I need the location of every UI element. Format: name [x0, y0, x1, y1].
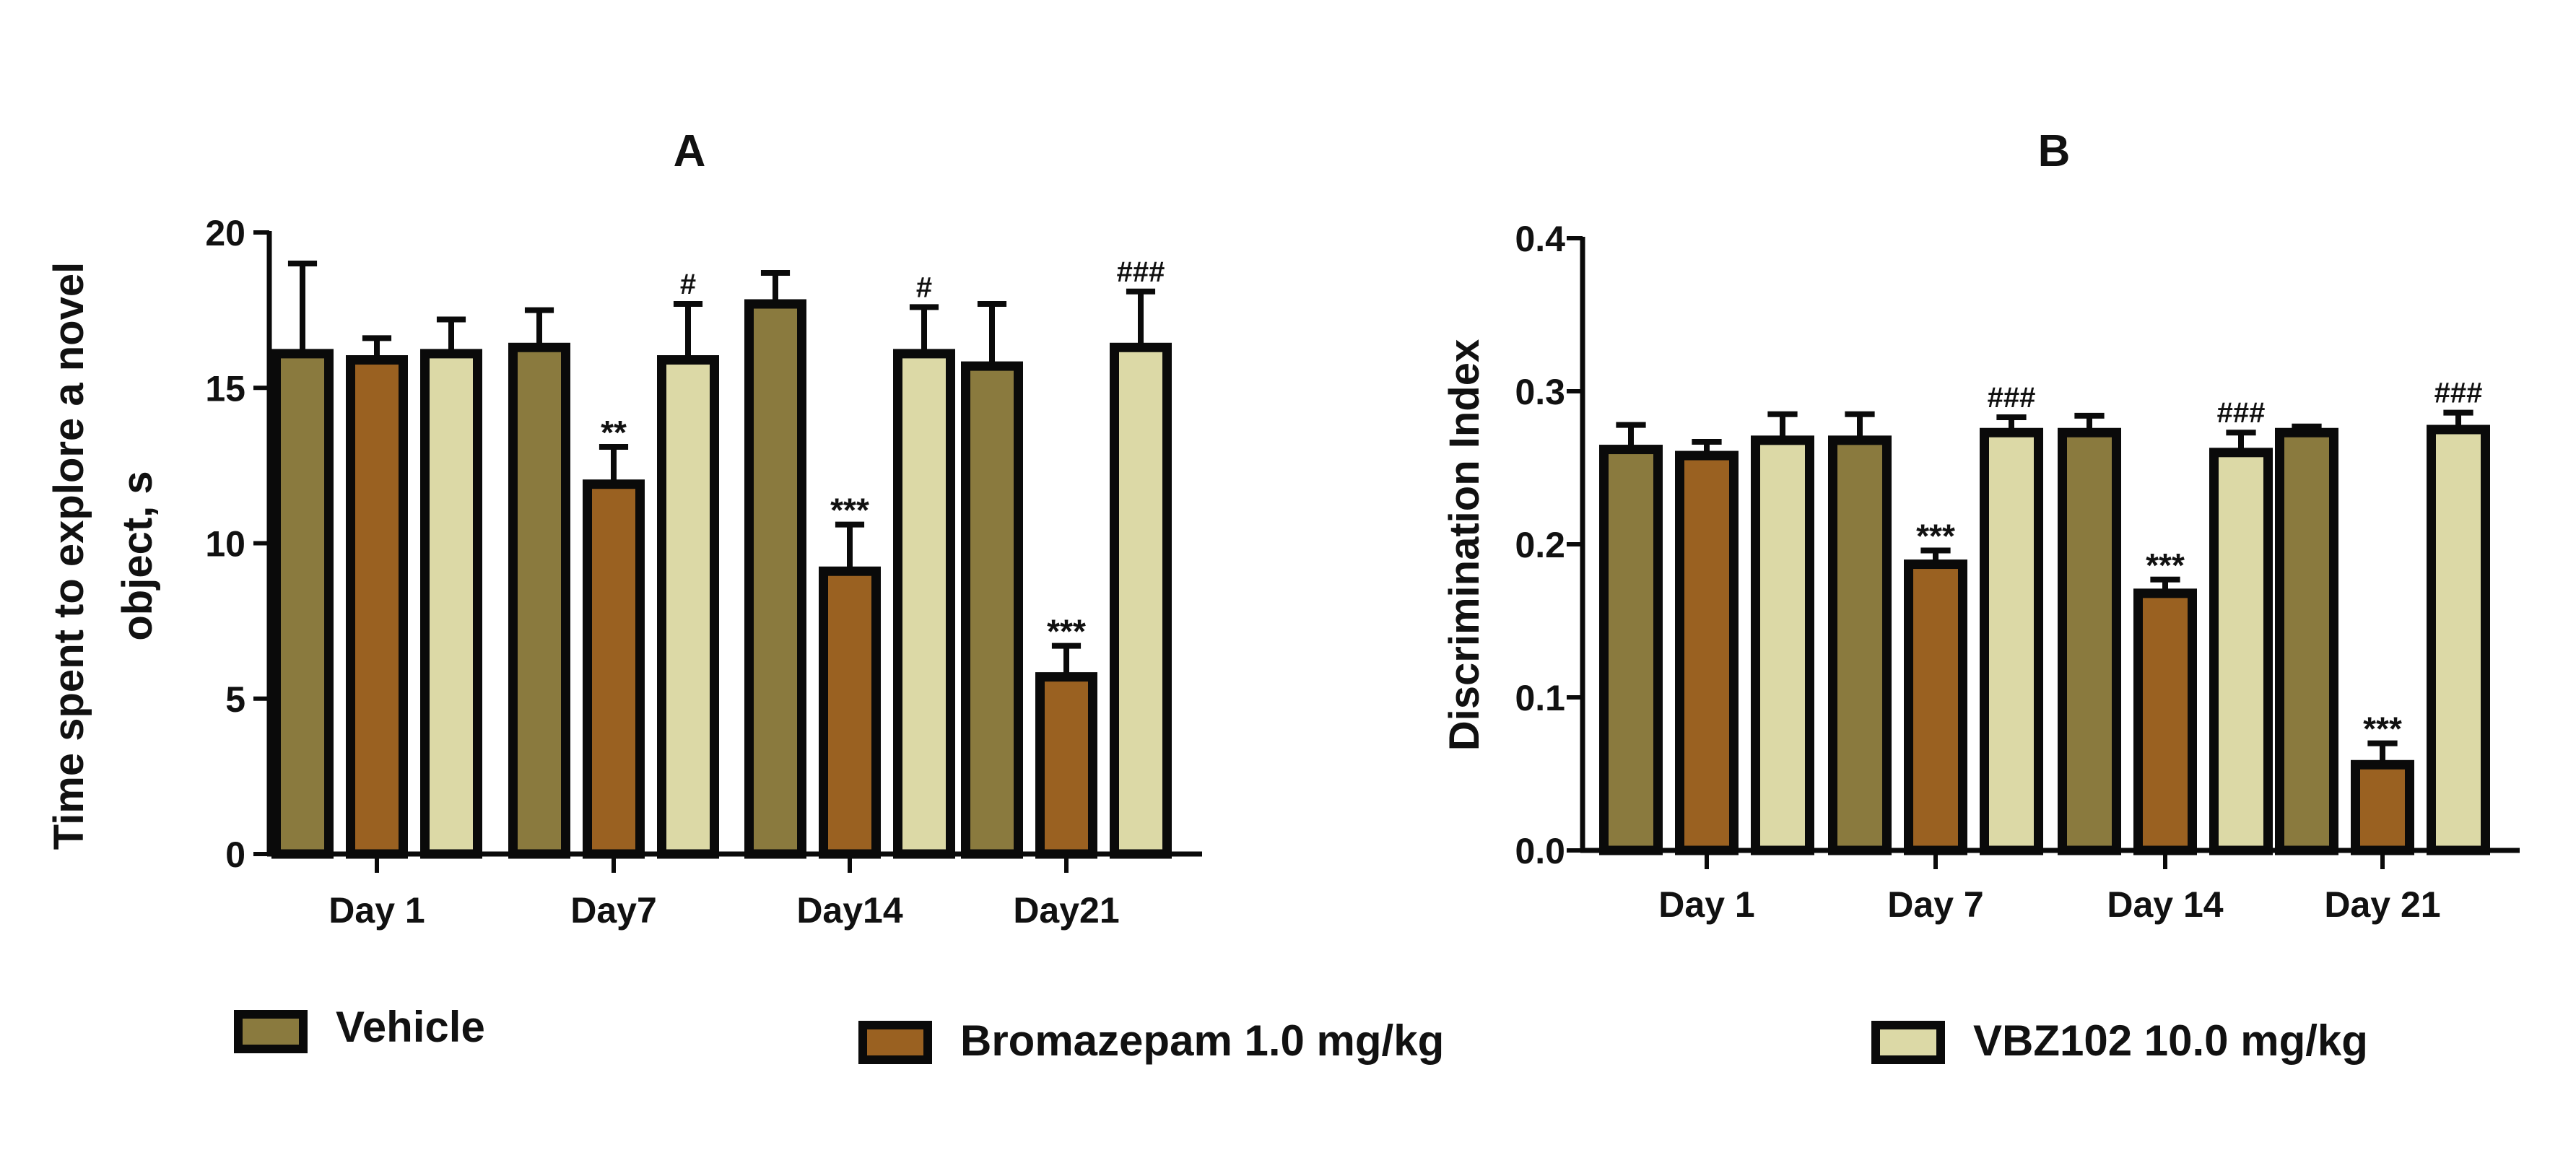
x-tick-label: Day 7	[1887, 884, 1983, 925]
bar-bromazepam	[346, 355, 408, 859]
y-tick-label: 10	[205, 524, 245, 565]
bar-bromazepam	[819, 566, 881, 859]
significance-label: **	[601, 414, 627, 451]
bar-vehicle	[1599, 445, 1663, 855]
y-tick-label: 0	[225, 835, 245, 875]
bar-vbz102	[2209, 448, 2273, 855]
x-tick-label: Day14	[796, 890, 903, 931]
significance-label: ***	[1047, 613, 1086, 650]
bar-vbz102	[1110, 342, 1172, 859]
y-tick-label: 0.4	[1515, 219, 1565, 259]
significance-label: ###	[1988, 382, 2036, 414]
x-tick-label: Day 1	[328, 890, 425, 931]
bar-vbz102	[1980, 427, 2043, 855]
legend: Vehicle Bromazepam 1.0 mg/kg VBZ102 10.0 m…	[234, 1003, 2368, 1065]
bar-vbz102	[420, 349, 482, 859]
legend-label-bromazepam: Bromazepam 1.0 mg/kg	[960, 1016, 1444, 1065]
significance-label: ***	[2146, 546, 2185, 584]
bar-vbz102	[893, 349, 955, 859]
bar-vbz102	[657, 355, 719, 859]
panel-a-title: A	[674, 126, 706, 176]
bar-bromazepam	[1035, 672, 1097, 859]
significance-label: ***	[1916, 517, 1955, 554]
y-tick-label: 5	[225, 679, 245, 720]
significance-label: ###	[2434, 378, 2483, 409]
bar-vehicle	[1828, 435, 1892, 855]
panel-a-y-axis-label: object, s	[114, 471, 161, 640]
bar-bromazepam	[2133, 588, 2197, 855]
legend-swatch-vbz102	[1871, 1021, 1945, 1064]
significance-label: ###	[2217, 397, 2266, 429]
bar-bromazepam	[2351, 759, 2414, 855]
bar-vehicle	[271, 349, 334, 859]
y-tick-label: 0.3	[1515, 372, 1565, 412]
significance-label: ***	[830, 492, 869, 529]
y-tick-label: 20	[205, 213, 245, 253]
legend-swatch-vehicle	[234, 1010, 308, 1053]
bar-vehicle	[2275, 427, 2338, 855]
bar-bromazepam	[1904, 559, 1967, 855]
significance-label: #	[680, 269, 696, 300]
legend-label-vbz102: VBZ102 10.0 mg/kg	[1973, 1016, 2368, 1065]
legend-swatch-bromazepam	[858, 1021, 932, 1064]
panel-a-y-axis-label: Time spent to explore a novel	[45, 262, 92, 850]
x-tick-label: Day21	[1013, 890, 1119, 931]
x-tick-label: Day 14	[2107, 884, 2223, 925]
bar-vehicle	[744, 299, 806, 859]
y-tick-label: 15	[205, 368, 245, 409]
significance-label: ###	[1117, 256, 1165, 288]
legend-label-vehicle: Vehicle	[336, 1003, 485, 1051]
x-tick-label: Day 21	[2324, 884, 2440, 925]
x-tick-label: Day7	[570, 890, 657, 931]
panel-b-title: B	[2038, 126, 2071, 176]
panel-a-chart: A Time spent to explore a novel object, s *…	[45, 126, 1202, 931]
bar-vbz102	[1751, 435, 1814, 855]
x-tick-label: Day 1	[1658, 884, 1754, 925]
y-tick-label: 0.1	[1515, 678, 1565, 718]
bar-vehicle	[961, 361, 1023, 859]
y-tick-label: 0.2	[1515, 525, 1565, 565]
bar-vbz102	[2427, 424, 2490, 855]
bar-bromazepam	[1675, 450, 1739, 855]
panel-b-chart: B Discrimination Index *** *** *** ### ### ### 0…	[1441, 126, 2520, 925]
significance-label: ***	[2363, 710, 2402, 748]
bar-bromazepam	[583, 479, 645, 859]
panel-b-y-axis-label: Discrimination Index	[1441, 339, 1488, 751]
y-tick-label: 0.0	[1515, 831, 1565, 871]
bar-vehicle	[2058, 427, 2121, 855]
significance-label: #	[916, 271, 932, 303]
bar-vehicle	[508, 342, 570, 859]
